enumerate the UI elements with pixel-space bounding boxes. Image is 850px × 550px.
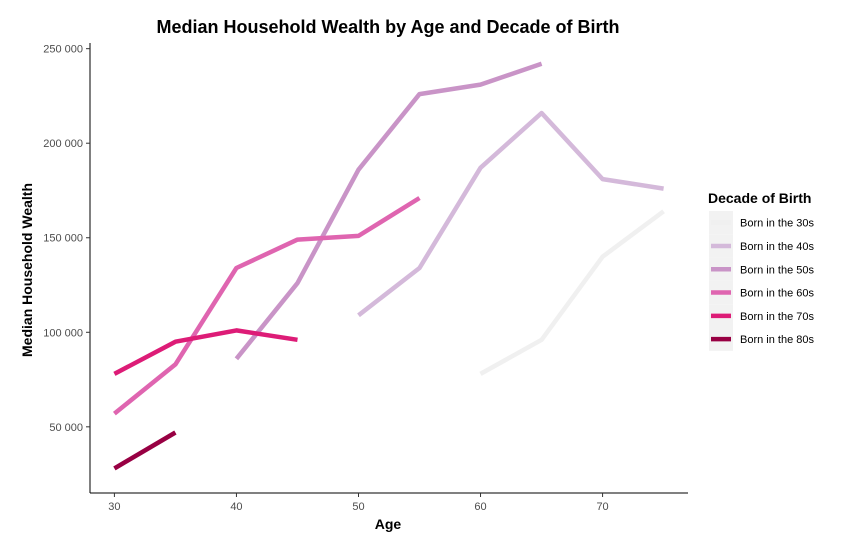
series-lines (112, 61, 665, 471)
y-tick-label: 50 000 (49, 422, 83, 434)
x-axis-ticks: 30 40 50 60 70 (108, 493, 609, 513)
legend-label: Born in the 50s (740, 264, 814, 276)
y-tick-label: 200 000 (43, 138, 83, 150)
y-tick-label: 250 000 (43, 44, 83, 56)
series-line-2 (357, 110, 664, 318)
x-tick-label: 60 (474, 501, 486, 513)
series-line-4 (112, 196, 421, 416)
x-tick-label: 40 (230, 501, 242, 513)
series-line-5 (113, 328, 298, 376)
x-tick-label: 30 (108, 501, 120, 513)
legend-label: Born in the 40s (740, 241, 814, 253)
y-axis-ticks: 50 000 100 000 150 000 200 000 250 000 (43, 44, 90, 434)
series-line-6 (113, 430, 177, 471)
series-line-3 (234, 61, 543, 361)
legend-label: Born in the 70s (740, 311, 814, 323)
y-axis-title: Median Household Wealth (19, 183, 35, 357)
chart-title: Median Household Wealth by Age and Decad… (156, 17, 619, 37)
legend-title: Decade of Birth (708, 190, 811, 206)
x-axis-title: Age (375, 516, 402, 532)
series-line-1 (479, 209, 665, 376)
x-tick-label: 70 (596, 501, 608, 513)
legend-label: Born in the 80s (740, 334, 814, 346)
legend-items: Born in the 30s Born in the 40s Born in th… (709, 211, 814, 351)
plot-area: 30 40 50 60 70 50 000 100 000 150 000 200 000 25… (43, 43, 688, 513)
legend-label: Born in the 60s (740, 288, 814, 300)
x-tick-label: 50 (352, 501, 364, 513)
y-tick-label: 150 000 (43, 233, 83, 245)
legend-label: Born in the 30s (740, 218, 814, 230)
y-tick-label: 100 000 (43, 327, 83, 339)
